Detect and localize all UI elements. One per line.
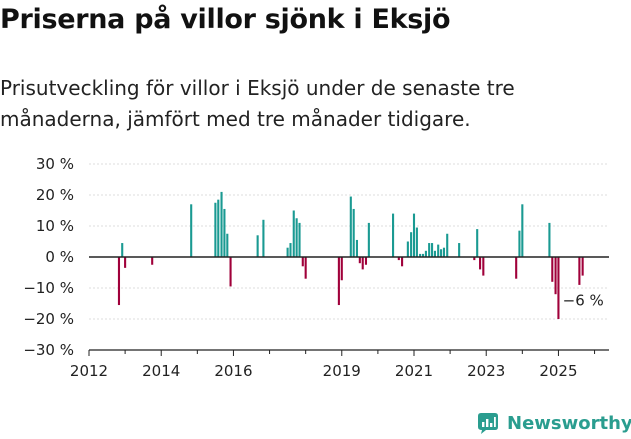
bar xyxy=(358,257,361,264)
bar xyxy=(190,204,193,257)
bar xyxy=(410,232,413,257)
bar xyxy=(397,257,400,261)
last-value-label: −6 % xyxy=(563,292,604,310)
bar xyxy=(229,257,232,287)
bar xyxy=(214,202,217,257)
bar xyxy=(151,257,154,265)
bar xyxy=(424,250,427,257)
bar xyxy=(415,227,418,257)
bar xyxy=(401,257,404,267)
bar xyxy=(548,222,551,257)
bar xyxy=(412,213,416,257)
bar xyxy=(361,257,364,270)
bar xyxy=(458,243,461,257)
bar xyxy=(256,235,259,257)
x-tick-label: 2023 xyxy=(467,362,505,380)
x-tick-label: 2021 xyxy=(395,362,433,380)
bar xyxy=(433,250,436,257)
x-tick-label: 2019 xyxy=(323,362,361,380)
bar xyxy=(521,204,524,257)
bar xyxy=(349,196,352,257)
bar xyxy=(340,257,343,281)
brand-name: Newsworthy xyxy=(507,412,631,434)
y-tick-label: 20 % xyxy=(36,186,74,204)
x-axis: 2012 2014 2016 2019 2021 2023 2025 xyxy=(70,349,609,380)
bar xyxy=(295,218,298,257)
x-tick-label: 2025 xyxy=(539,362,577,380)
bar xyxy=(482,257,485,276)
y-tick-label: 0 % xyxy=(45,248,74,266)
y-tick-label: −20 % xyxy=(23,310,74,328)
bar xyxy=(304,257,307,279)
bar xyxy=(301,257,304,267)
bar xyxy=(578,257,581,285)
y-tick-label: −10 % xyxy=(23,279,74,297)
x-tick-label: 2014 xyxy=(142,362,180,380)
bar xyxy=(581,257,584,276)
bar xyxy=(479,257,482,270)
bar xyxy=(124,257,127,268)
y-tick-label: 10 % xyxy=(36,217,74,235)
y-axis-ticks: 30 % 20 % 10 % 0 % −10 % −20 % −30 % xyxy=(23,155,74,359)
chart-title: Priserna på villor sjönk i Eksjö xyxy=(0,4,451,35)
bar xyxy=(446,233,449,257)
bar xyxy=(262,219,265,257)
bar xyxy=(431,243,434,257)
bar xyxy=(364,257,368,265)
bar xyxy=(220,191,223,257)
bar xyxy=(352,208,355,257)
chart-subtitle: Prisutveckling för villor i Eksjö under … xyxy=(0,76,515,131)
bar xyxy=(292,210,295,257)
bar xyxy=(554,257,557,295)
bar xyxy=(117,257,121,306)
bar xyxy=(421,253,425,257)
newsworthy-logo-icon xyxy=(478,413,498,434)
bar xyxy=(337,257,340,306)
bar xyxy=(226,233,229,257)
bar xyxy=(121,243,124,257)
bar xyxy=(515,257,518,279)
newsworthy-brand[interactable]: Newsworthy xyxy=(477,410,631,436)
bar xyxy=(223,208,226,257)
bar xyxy=(518,230,521,257)
bar xyxy=(367,222,370,257)
bar xyxy=(286,247,289,257)
bar xyxy=(217,199,220,257)
bar xyxy=(551,257,554,282)
bar xyxy=(476,229,479,257)
bar xyxy=(355,239,358,257)
x-tick-label: 2016 xyxy=(214,362,252,380)
y-tick-label: −30 % xyxy=(23,341,74,359)
bar xyxy=(473,257,476,261)
bar xyxy=(289,243,292,257)
bar xyxy=(442,247,446,257)
bar xyxy=(428,243,431,257)
bar xyxy=(557,257,560,319)
y-tick-label: 30 % xyxy=(36,155,74,173)
bar xyxy=(298,222,301,257)
bar-series xyxy=(117,191,584,319)
bar xyxy=(419,253,422,257)
bar xyxy=(440,249,443,257)
x-tick-label: 2012 xyxy=(70,362,108,380)
bar xyxy=(406,241,409,257)
bar xyxy=(437,244,440,257)
bar xyxy=(392,213,395,257)
